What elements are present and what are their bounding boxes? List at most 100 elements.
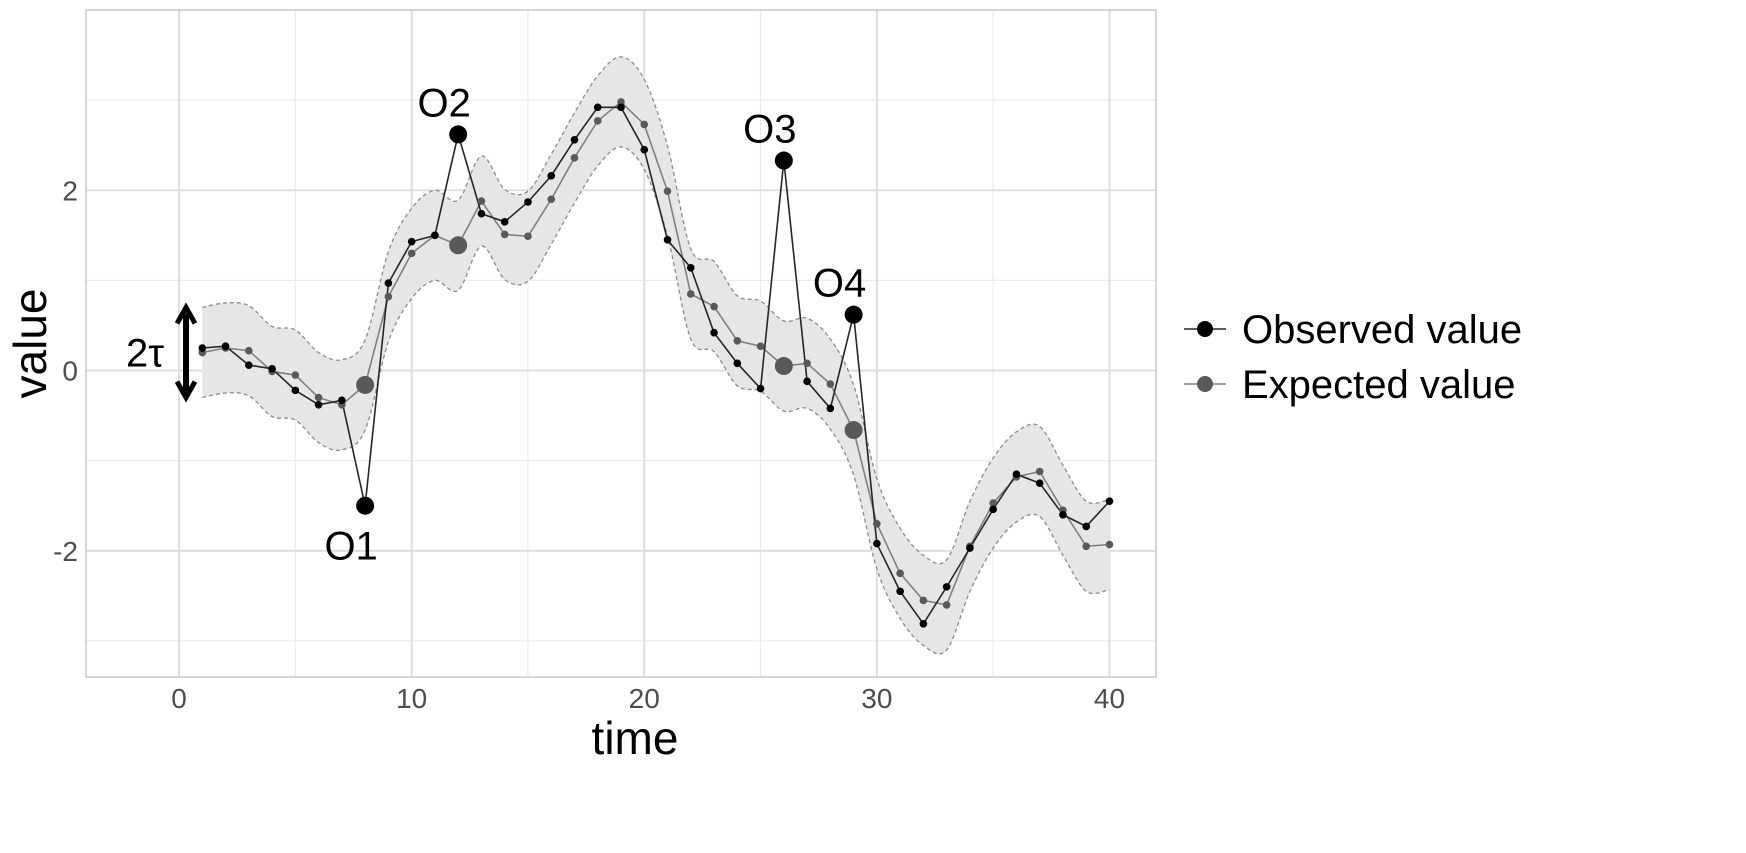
- observed-point: [686, 263, 695, 272]
- annotation-label: O2: [417, 81, 470, 125]
- highlighted-points: [356, 125, 863, 515]
- observed-point: [477, 209, 486, 218]
- x-tick-label: 10: [396, 683, 427, 714]
- observed-point: [221, 342, 230, 351]
- expected-point: [617, 98, 625, 106]
- x-tick-label: 40: [1094, 683, 1125, 714]
- panel-border: [85, 9, 1157, 678]
- expected-point: [291, 371, 300, 379]
- observed-point: [617, 103, 625, 112]
- x-axis-title: time: [592, 712, 679, 764]
- observed-point: [338, 396, 346, 405]
- expected-point: [500, 230, 509, 239]
- expected-point: [547, 195, 556, 204]
- annotation-label: O3: [743, 108, 796, 152]
- expected-point: [919, 596, 928, 605]
- expected-point: [663, 187, 672, 195]
- y-tick-label: 2: [62, 175, 78, 206]
- tau-arrow-head-up: [174, 302, 198, 325]
- x-tick-label: 0: [171, 683, 187, 714]
- observed-point: [547, 172, 556, 180]
- expected-point: [384, 292, 393, 301]
- observed-point: [1059, 510, 1067, 519]
- expected-point: [1105, 540, 1114, 549]
- observed-point: [1012, 470, 1021, 478]
- expected-point: [989, 499, 997, 507]
- legend-key-point: [1197, 321, 1213, 337]
- observed-highlight-point: [449, 125, 468, 144]
- observed-point: [593, 103, 602, 112]
- observed-point: [407, 237, 416, 246]
- observed-point: [245, 361, 253, 369]
- x-tick-label: 20: [629, 683, 660, 714]
- observed-point: [1105, 497, 1114, 506]
- observed-value-points: [198, 103, 1114, 628]
- expected-point: [756, 342, 765, 351]
- observed-point: [1082, 522, 1091, 531]
- y-axis-title: value: [4, 289, 56, 399]
- observed-point: [989, 505, 997, 514]
- observed-point: [663, 236, 672, 244]
- observed-point: [640, 145, 649, 154]
- observed-point: [873, 539, 881, 548]
- observed-point: [431, 231, 439, 240]
- y-axis: -2 0 2: [53, 175, 78, 567]
- expected-highlight-point: [356, 375, 375, 394]
- expected-highlight-point: [449, 236, 468, 255]
- observed-point: [500, 218, 509, 226]
- expected-point: [407, 249, 416, 258]
- band-lower-edge: [202, 146, 1110, 655]
- confidence-band: [202, 56, 1110, 654]
- observed-point: [826, 404, 835, 413]
- observed-point: [291, 386, 300, 395]
- observed-point: [942, 583, 951, 591]
- observed-point: [803, 377, 811, 386]
- expected-point: [524, 232, 532, 241]
- expected-point: [245, 346, 253, 355]
- tau-label: 2τ: [126, 332, 164, 376]
- tau-arrow-head-down: [174, 380, 198, 403]
- annotation-label: O4: [813, 262, 866, 306]
- observed-point: [966, 544, 974, 552]
- observed-point: [733, 359, 742, 368]
- observed-point: [919, 620, 928, 628]
- observed-highlight-point: [844, 305, 863, 324]
- legend-label: Observed value: [1242, 308, 1522, 352]
- outlier-annotations: O1 O2 O3 O4: [324, 81, 866, 568]
- observed-highlight-point: [774, 151, 793, 170]
- y-tick-label: -2: [53, 536, 78, 567]
- expected-point: [733, 336, 742, 345]
- expected-point: [593, 117, 602, 125]
- expected-point: [942, 601, 951, 609]
- observed-point: [570, 135, 579, 144]
- expected-point: [686, 290, 695, 298]
- legend: Observed value Expected value: [1184, 308, 1522, 407]
- expected-point: [873, 519, 881, 528]
- x-tick-label: 30: [861, 683, 892, 714]
- expected-point: [477, 197, 486, 205]
- expected-point: [570, 154, 579, 162]
- expected-point: [1035, 467, 1044, 476]
- annotation-label: O1: [324, 525, 377, 569]
- y-tick-label: 0: [62, 356, 78, 387]
- observed-highlight-point: [356, 496, 375, 515]
- expected-point: [803, 359, 811, 368]
- expected-point: [314, 393, 323, 402]
- legend-label: Expected value: [1242, 363, 1516, 407]
- expected-value-line: [202, 100, 1110, 606]
- band-upper-edge: [202, 56, 1110, 565]
- observed-point: [710, 328, 718, 337]
- observed-point: [268, 364, 276, 373]
- expected-point: [710, 302, 718, 311]
- observed-point: [198, 344, 207, 352]
- observed-value-line: [202, 106, 1111, 626]
- observed-point: [384, 279, 393, 287]
- observed-point: [896, 587, 904, 596]
- expected-point: [896, 569, 904, 578]
- expected-value-points: [198, 98, 1114, 609]
- expected-point: [1082, 542, 1091, 551]
- observed-point: [756, 384, 765, 393]
- observed-point: [524, 198, 532, 206]
